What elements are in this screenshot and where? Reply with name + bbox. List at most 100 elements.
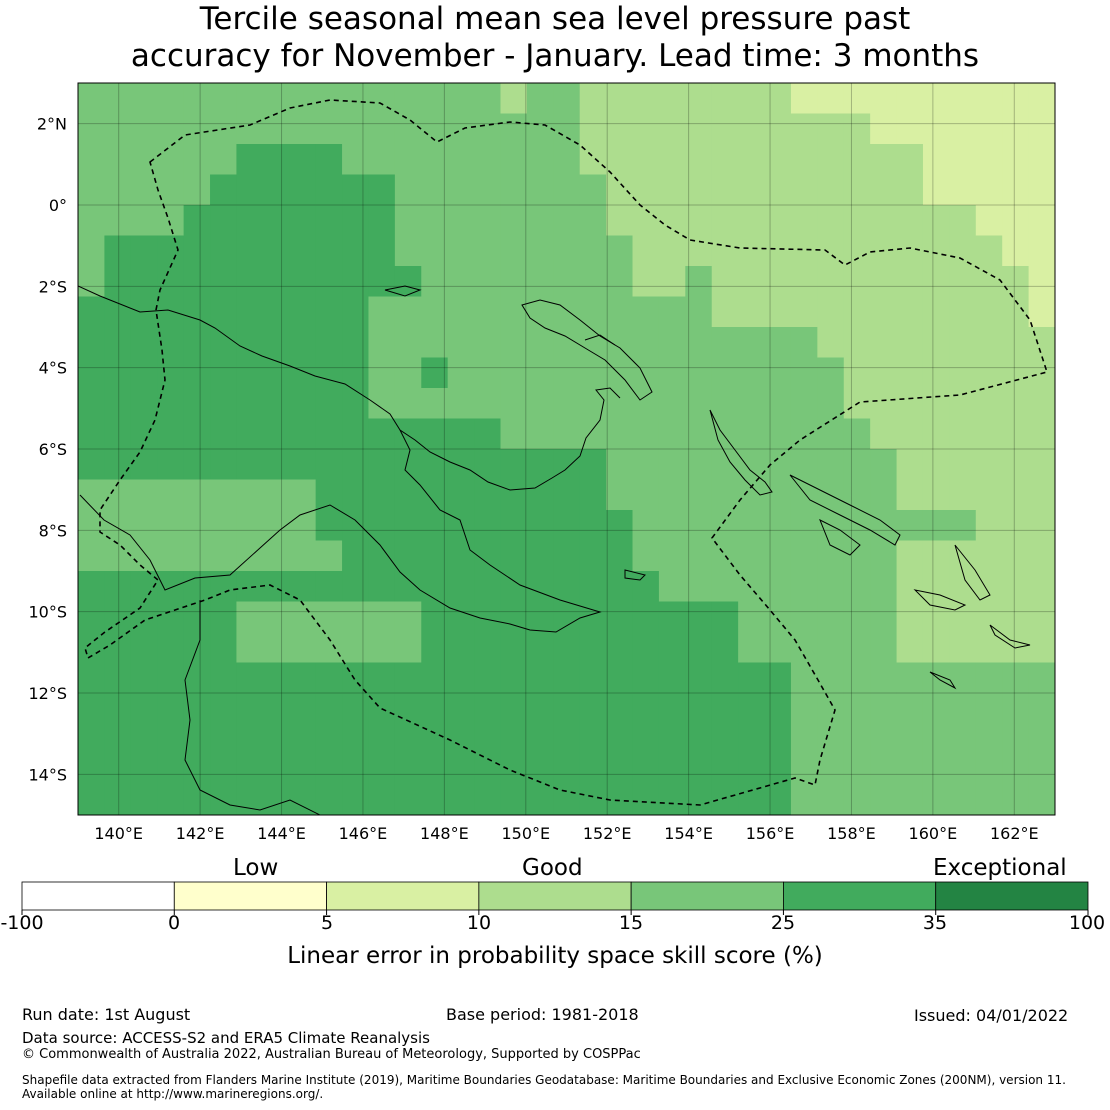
grid-cell: [711, 723, 739, 755]
grid-cell: [685, 235, 713, 267]
grid-cell: [606, 174, 634, 206]
grid-cell: [553, 266, 581, 298]
grid-cell: [658, 449, 686, 481]
grid-cell: [553, 601, 581, 633]
grid-cell: [711, 418, 739, 450]
grid-cell: [922, 205, 950, 237]
grid-cell: [843, 479, 871, 511]
grid-cell: [104, 693, 132, 725]
grid-cell: [342, 571, 370, 603]
grid-cell: [236, 357, 264, 389]
grid-cell: [738, 693, 766, 725]
grid-cell: [210, 449, 238, 481]
grid-cell: [870, 479, 898, 511]
grid-cell: [157, 296, 185, 328]
grid-cell: [975, 388, 1003, 420]
grid-cell: [817, 357, 845, 389]
grid-cell: [262, 601, 290, 633]
grid-cell: [130, 449, 158, 481]
grid-cell: [104, 144, 132, 176]
grid-cell: [78, 632, 106, 664]
grid-cell: [394, 266, 422, 298]
grid-cell: [658, 266, 686, 298]
grid-cell: [315, 113, 343, 145]
grid-cell: [421, 754, 449, 786]
grid-cell: [922, 510, 950, 542]
grid-cell: [1002, 174, 1030, 206]
grid-cell: [685, 357, 713, 389]
grid-cell: [896, 388, 924, 420]
grid-cell: [922, 266, 950, 298]
grid-cell: [579, 174, 607, 206]
grid-cell: [104, 723, 132, 755]
grid-cell: [658, 723, 686, 755]
grid-cell: [157, 754, 185, 786]
grid-cell: [817, 449, 845, 481]
grid-cell: [447, 479, 475, 511]
colorbar-segment: [783, 881, 937, 911]
colorbar-tick-label: 0: [167, 912, 181, 934]
grid-cell: [157, 449, 185, 481]
grid-cell: [949, 723, 977, 755]
grid-cell: [210, 266, 238, 298]
grid-cell: [843, 113, 871, 145]
grid-cell: [447, 632, 475, 664]
grid-cell: [949, 327, 977, 359]
grid-cell: [1028, 662, 1055, 694]
grid-cell: [289, 784, 317, 815]
grid-cell: [790, 723, 818, 755]
grid-cell: [896, 784, 924, 815]
grid-cell: [896, 632, 924, 664]
grid-cell: [685, 296, 713, 328]
grid-cell: [658, 174, 686, 206]
grid-cell: [183, 754, 211, 786]
grid-cell: [130, 205, 158, 237]
grid-cell: [1002, 540, 1030, 572]
colorbar-segment: [21, 881, 175, 911]
grid-cell: [342, 144, 370, 176]
grid-cell: [183, 449, 211, 481]
grid-cell: [658, 388, 686, 420]
grid-cell: [183, 83, 211, 115]
grid-cell: [447, 388, 475, 420]
grid-cell: [817, 144, 845, 176]
grid-cell: [711, 327, 739, 359]
grid-cell: [790, 174, 818, 206]
grid-cell: [447, 449, 475, 481]
grid-cell: [975, 418, 1003, 450]
grid-cell: [949, 693, 977, 725]
grid-cell: [421, 601, 449, 633]
grid-cell: [870, 357, 898, 389]
grid-cell: [368, 754, 396, 786]
grid-cell: [262, 784, 290, 815]
grid-cell: [500, 662, 528, 694]
colorbar-category-good: Good: [522, 855, 583, 881]
grid-cell: [526, 113, 554, 145]
grid-cell: [421, 418, 449, 450]
grid-cell: [368, 205, 396, 237]
grid-cell: [658, 693, 686, 725]
grid-cell: [1002, 235, 1030, 267]
grid-cell: [500, 418, 528, 450]
grid-cell: [632, 388, 660, 420]
grid-cell: [764, 784, 792, 815]
grid-cell: [1028, 205, 1055, 237]
grid-cell: [896, 540, 924, 572]
coastline-bougainville: [709, 409, 773, 496]
grid-cell: [394, 449, 422, 481]
grid-cell: [817, 723, 845, 755]
grid-cell: [342, 723, 370, 755]
grid-cell: [632, 632, 660, 664]
grid-cell: [526, 723, 554, 755]
grid-cell: [711, 357, 739, 389]
grid-cell: [1002, 449, 1030, 481]
grid-cell: [975, 723, 1003, 755]
grid-cell: [157, 83, 185, 115]
grid-cell: [922, 723, 950, 755]
grid-cell: [896, 754, 924, 786]
longitude-tick-label: 146°E: [339, 824, 388, 843]
grid-cell: [500, 144, 528, 176]
grid-cell: [474, 693, 502, 725]
grid-cell: [130, 357, 158, 389]
grid-cell: [474, 784, 502, 815]
